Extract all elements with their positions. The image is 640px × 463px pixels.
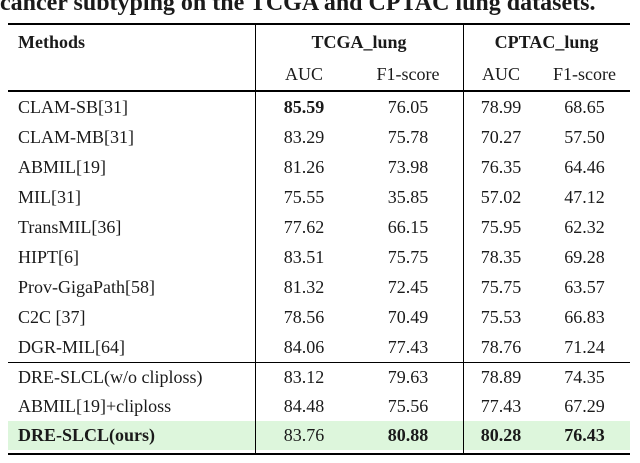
table-caption: cancer subtyping on the TCGA and CPTAC l… <box>0 0 640 18</box>
value-cell: 75.53 <box>480 306 522 327</box>
table-row: MIL[31] 75.55 35.85 57.02 47.12 <box>8 182 630 212</box>
value-cell: 35.85 <box>387 186 429 207</box>
table-row: ABMIL[19] 81.26 73.98 76.35 64.46 <box>8 152 630 182</box>
value-cell: 57.02 <box>480 186 522 207</box>
value-cell: 83.12 <box>283 367 325 387</box>
subheader-f1-tcga: F1-score <box>376 64 440 84</box>
value-cell: 75.75 <box>480 276 522 297</box>
table-header: Methods TCGA_lung CPTAC_lung AUC F1-scor… <box>8 25 630 92</box>
value-cell: 81.32 <box>283 276 325 297</box>
value-cell: 75.95 <box>480 216 522 237</box>
table-row: DRE-SLCL(ours) 83.76 80.88 80.28 76.43 <box>8 421 630 450</box>
value-cell: 68.65 <box>564 96 605 117</box>
method-cell: Prov-GigaPath[58] <box>18 276 155 297</box>
group-header-cptac: CPTAC_lung <box>494 31 599 52</box>
column-divider-1 <box>255 25 257 453</box>
subheader-f1-cptac: F1-score <box>553 64 616 84</box>
table-row: TransMIL[36] 77.62 66.15 75.95 62.32 <box>8 212 630 242</box>
value-cell: 84.48 <box>283 396 325 416</box>
results-table: Methods TCGA_lung CPTAC_lung AUC F1-scor… <box>8 23 630 455</box>
value-cell: 78.99 <box>480 96 522 117</box>
value-cell: 79.63 <box>387 367 429 387</box>
value-cell: 70.49 <box>387 306 429 327</box>
method-cell: C2C [37] <box>18 306 86 327</box>
value-cell: 83.51 <box>283 246 325 267</box>
value-cell: 80.28 <box>480 425 522 445</box>
table-row: HIPT[6] 83.51 75.75 78.35 69.28 <box>8 242 630 272</box>
value-cell: 76.35 <box>480 156 522 177</box>
method-cell: MIL[31] <box>18 186 81 207</box>
value-cell: 57.50 <box>564 126 605 147</box>
value-cell: 64.46 <box>564 156 605 177</box>
value-cell: 75.56 <box>387 396 429 416</box>
value-cell: 80.88 <box>387 425 429 445</box>
method-cell: ABMIL[19]+cliploss <box>18 396 172 416</box>
value-cell: 77.43 <box>387 336 429 357</box>
column-divider-2 <box>463 25 465 453</box>
value-cell: 66.83 <box>564 306 605 327</box>
value-cell: 85.59 <box>283 96 325 117</box>
method-cell: ABMIL[19] <box>18 156 106 177</box>
value-cell: 77.62 <box>283 216 325 237</box>
value-cell: 47.12 <box>564 186 605 207</box>
subheader-row: AUC F1-score AUC F1-score <box>8 59 630 90</box>
value-cell: 67.29 <box>564 396 605 416</box>
table-caption-text: cancer subtyping on the TCGA and CPTAC l… <box>0 0 596 16</box>
value-cell: 78.89 <box>480 367 522 387</box>
table-row: CLAM-SB[31] 85.59 76.05 78.99 68.65 <box>8 92 630 122</box>
value-cell: 73.98 <box>387 156 429 177</box>
method-cell: CLAM-MB[31] <box>18 126 134 147</box>
value-cell: 75.75 <box>387 246 429 267</box>
value-cell: 72.45 <box>387 276 429 297</box>
value-cell: 83.29 <box>283 126 325 147</box>
value-cell: 69.28 <box>564 246 605 267</box>
subheader-auc-tcga: AUC <box>284 64 323 84</box>
value-cell: 71.24 <box>564 336 605 357</box>
table-row: C2C [37] 78.56 70.49 75.53 66.83 <box>8 302 630 332</box>
value-cell: 78.56 <box>283 306 325 327</box>
group-header-row: Methods TCGA_lung CPTAC_lung <box>8 25 630 59</box>
table-row: ABMIL[19]+cliploss 84.48 75.56 77.43 67.29 <box>8 392 630 421</box>
table-row: DRE-SLCL(w/o cliploss) 83.12 79.63 78.89 74.… <box>8 363 630 392</box>
method-cell: HIPT[6] <box>18 246 79 267</box>
value-cell: 76.43 <box>564 425 605 445</box>
value-cell: 77.43 <box>480 396 522 416</box>
value-cell: 75.78 <box>387 126 429 147</box>
methods-header: Methods <box>18 31 85 52</box>
method-cell: DRE-SLCL(w/o cliploss) <box>18 367 203 387</box>
value-cell: 78.76 <box>480 336 522 357</box>
value-cell: 70.27 <box>480 126 522 147</box>
subheader-auc-cptac: AUC <box>481 64 520 84</box>
value-cell: 83.76 <box>283 425 325 445</box>
value-cell: 81.26 <box>283 156 325 177</box>
value-cell: 75.55 <box>283 186 325 207</box>
table-row: Prov-GigaPath[58] 81.32 72.45 75.75 63.57 <box>8 272 630 302</box>
method-cell: TransMIL[36] <box>18 216 122 237</box>
value-cell: 78.35 <box>480 246 522 267</box>
method-cell: CLAM-SB[31] <box>18 96 129 117</box>
table-body-ablation: DRE-SLCL(w/o cliploss) 83.12 79.63 78.89 74.… <box>8 362 630 453</box>
value-cell: 84.06 <box>283 336 325 357</box>
value-cell: 66.15 <box>387 216 429 237</box>
value-cell: 63.57 <box>564 276 605 297</box>
method-cell: DGR-MIL[64] <box>18 336 125 357</box>
value-cell: 74.35 <box>564 367 605 387</box>
group-header-tcga: TCGA_lung <box>311 31 407 52</box>
table-row: DGR-MIL[64] 84.06 77.43 78.76 71.24 <box>8 332 630 362</box>
method-cell: DRE-SLCL(ours) <box>18 425 156 445</box>
value-cell: 76.05 <box>387 96 429 117</box>
value-cell: 62.32 <box>564 216 605 237</box>
table-body-main: CLAM-SB[31] 85.59 76.05 78.99 68.65 CLAM-MB[3… <box>8 92 630 362</box>
table-row: CLAM-MB[31] 83.29 75.78 70.27 57.50 <box>8 122 630 152</box>
